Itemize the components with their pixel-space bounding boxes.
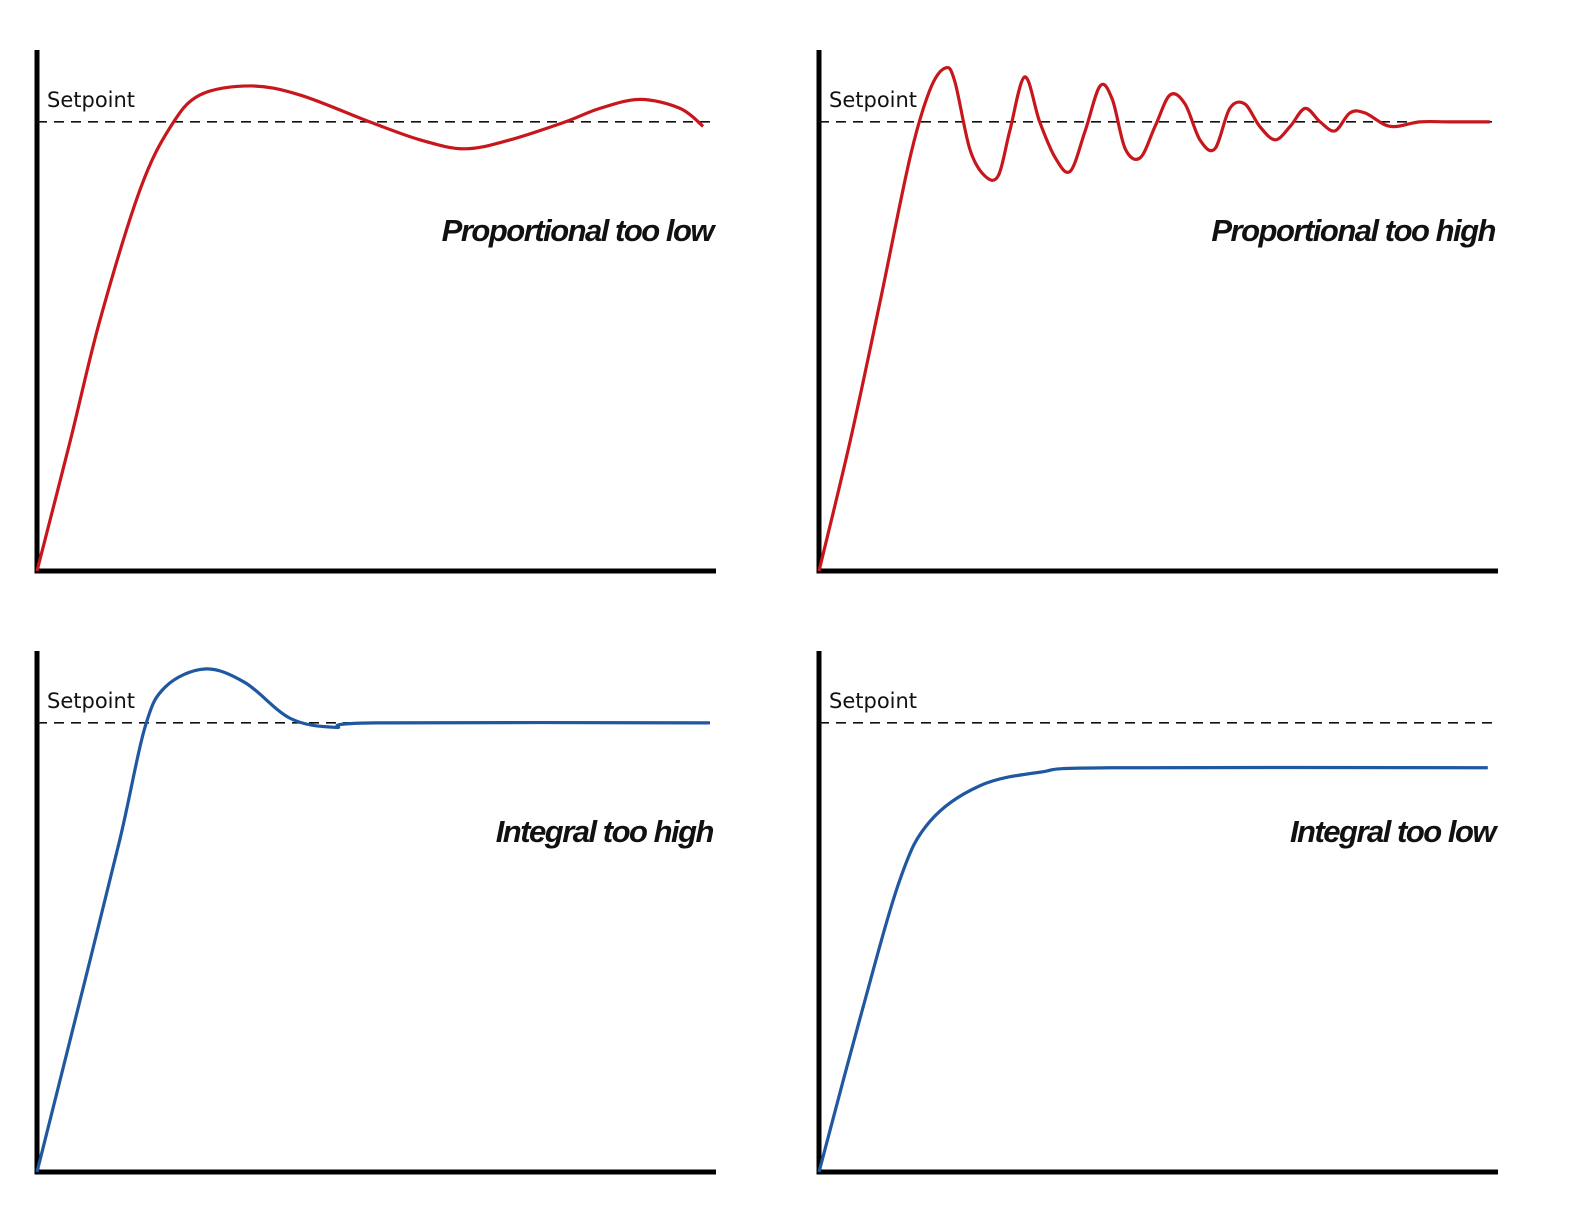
setpoint-label: Setpoint	[47, 88, 135, 112]
response-curve	[817, 765, 1488, 1173]
annotation: Proportional too low	[442, 213, 717, 248]
setpoint-label: Setpoint	[829, 88, 917, 112]
annotation: Integral too low	[1290, 814, 1498, 849]
response-curve	[35, 667, 710, 1173]
annotation: Proportional too high	[1211, 213, 1495, 248]
response-curve	[35, 84, 705, 572]
annotation: Integral too high	[496, 814, 714, 849]
setpoint-label: Setpoint	[47, 689, 135, 713]
setpoint-label: Setpoint	[829, 689, 917, 713]
response-curve	[817, 65, 1490, 572]
